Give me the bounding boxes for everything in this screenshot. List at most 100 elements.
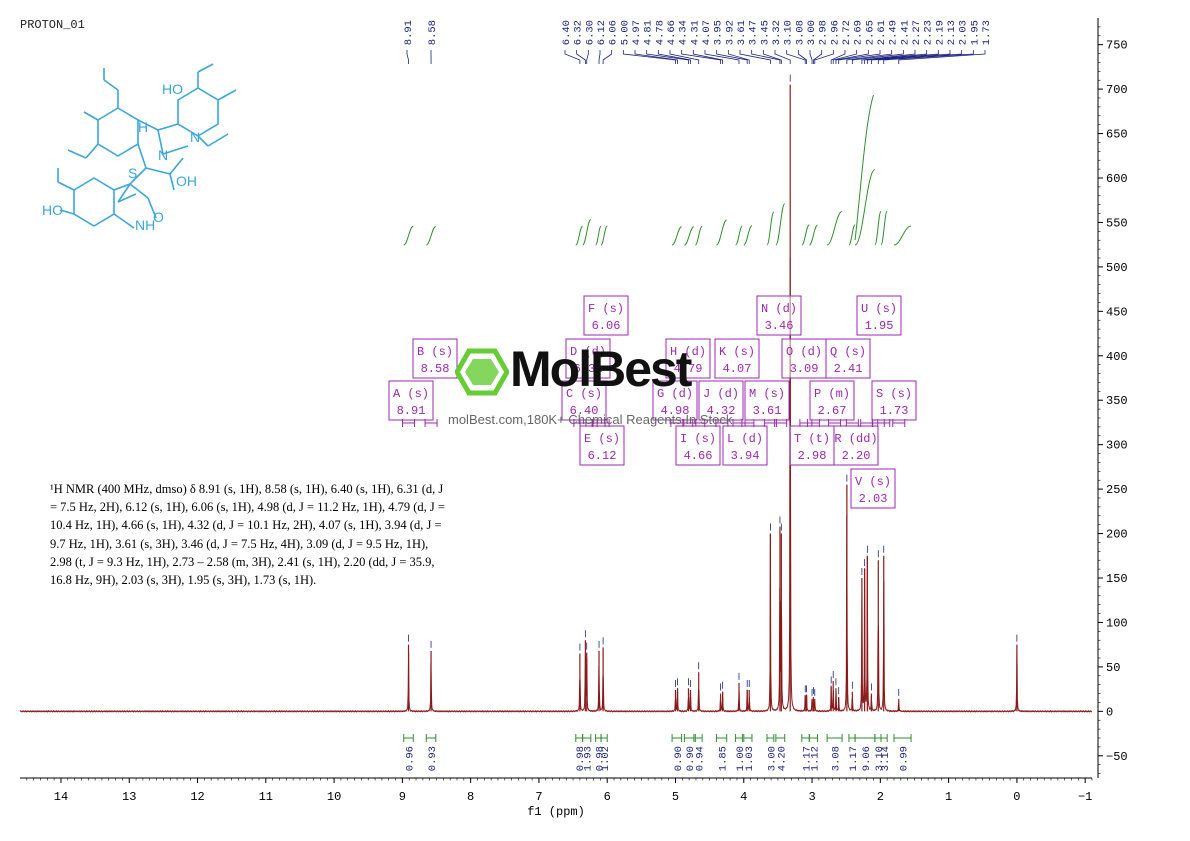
peak-label-text: 6.30 <box>584 20 596 45</box>
x-tick-label: 9 <box>399 790 406 804</box>
peak-label-text: 2.61 <box>876 20 888 45</box>
peak-label: 8.58 <box>427 20 439 64</box>
peak-label-text: 2.13 <box>946 20 958 45</box>
multiplet-box: O (d) 3.09 <box>781 338 827 427</box>
multiplet-shift: 1.73 <box>880 404 909 418</box>
mol-label: OH <box>176 173 197 189</box>
integral-value: 1.12 <box>809 746 821 771</box>
mol-label: H <box>138 119 148 135</box>
mol-label: N <box>158 147 168 163</box>
integral-value: 1.93 <box>583 746 595 771</box>
integral-bar: 0.94 <box>695 734 707 771</box>
peak-label-connector <box>602 50 613 64</box>
peak-label-text: 1.73 <box>981 20 993 45</box>
integral-value: 0.90 <box>673 746 685 771</box>
multiplet-id: B (s) <box>417 345 453 359</box>
integral-curve <box>874 210 882 246</box>
peak-label-connector <box>797 50 807 64</box>
peak-label: 4.07 <box>701 20 740 64</box>
spectrum-line <box>19 257 1093 713</box>
peak-label-text: 2.69 <box>853 20 865 45</box>
x-tick-label: 5 <box>672 790 679 804</box>
molecule-structure: HO N N S OH HO NH O H <box>42 63 237 233</box>
multiplet-shift: 2.41 <box>834 362 863 376</box>
multiplet-id: N (d) <box>761 302 797 316</box>
multiplet-box-frame <box>698 380 744 421</box>
y-tick-label: 500 <box>1106 261 1128 275</box>
integral-curve <box>854 94 874 241</box>
integral-value: 1.03 <box>744 746 756 771</box>
x-tick-label: −1 <box>1078 790 1092 804</box>
peak-label: 2.03 <box>877 20 970 64</box>
x-tick-label: 12 <box>190 790 204 804</box>
nmr-description: ¹H NMR (400 MHz, dmso) δ 8.91 (s, 1H), 8… <box>50 482 445 588</box>
peak-label: 2.27 <box>861 20 923 64</box>
peak-label-connector <box>809 50 813 64</box>
peak-label: 4.34 <box>678 20 721 64</box>
peak-label-text: 2.41 <box>899 20 911 45</box>
peak-label-text: 1.95 <box>969 20 981 45</box>
multiplet-shift: 2.67 <box>818 404 847 418</box>
integral-curve <box>880 210 888 246</box>
multiplet-shift: 4.32 <box>707 404 736 418</box>
y-tick-label: −50 <box>1106 750 1128 764</box>
spectrum-trace <box>19 74 1093 713</box>
x-tick-label: 14 <box>54 790 68 804</box>
peak-label: 1.73 <box>898 20 993 64</box>
multiplet-box-frame <box>756 295 802 336</box>
multiplet-id: T (t) <box>794 432 830 446</box>
peak-label: 4.66 <box>666 20 700 64</box>
peak-label-text: 2.19 <box>934 20 946 45</box>
integral-curves <box>403 94 912 246</box>
integral-value: 4.20 <box>776 746 788 771</box>
multiplet-box: V (s) 2.03 <box>850 419 896 509</box>
watermark-brand: MolBest <box>510 341 692 397</box>
y-tick-label: 450 <box>1106 305 1128 319</box>
multiplet-box-frame <box>722 425 768 466</box>
x-tick-label: 7 <box>535 790 542 804</box>
y-tick-label: 100 <box>1106 616 1128 630</box>
peak-label-text: 3.45 <box>759 20 771 45</box>
peak-label-text: 4.31 <box>689 20 701 45</box>
peak-label-text: 4.97 <box>631 20 643 45</box>
multiplet-shift: 2.20 <box>842 449 871 463</box>
multiplet-shift: 3.09 <box>790 362 819 376</box>
multiplet-shift: 2.98 <box>798 449 827 463</box>
peak-label-connector <box>762 50 782 64</box>
integral-curve <box>735 225 743 246</box>
peak-label: 2.19 <box>866 20 946 64</box>
multiplet-box-frame <box>825 338 871 379</box>
integral-bar: 0.90 <box>671 734 685 771</box>
peak-label: 3.95 <box>713 20 748 64</box>
multiplet-shift: 1.95 <box>865 319 894 333</box>
multiplet-box: I (s) 4.66 <box>675 419 721 466</box>
peak-label-connector <box>838 50 881 64</box>
multiplet-box: P (m) 2.67 <box>809 380 855 427</box>
integral-curve <box>766 211 775 246</box>
peak-label-text: 6.12 <box>596 20 608 45</box>
peak-label-connector <box>646 50 689 64</box>
multiplet-box-frame <box>412 338 458 379</box>
peak-label-text: 2.23 <box>923 20 935 45</box>
multiplet-box: B (s) 8.58 <box>412 338 458 427</box>
multiplet-box: N (d) 3.46 <box>756 295 802 427</box>
x-tick-label: 0 <box>1013 790 1020 804</box>
multiplet-box: M (s) 3.61 <box>744 380 790 427</box>
peak-label: 6.06 <box>602 20 620 64</box>
integral-value: 0.94 <box>695 746 707 771</box>
multiplet-box-frame <box>652 380 698 421</box>
peak-label-connector <box>813 50 823 64</box>
peak-label-text: 3.95 <box>713 20 725 45</box>
integral-value: 9.06 <box>861 746 873 771</box>
integral-curve <box>595 225 602 246</box>
peak-label-text: 2.65 <box>864 20 876 45</box>
integral-bar: 0.99 <box>893 734 912 771</box>
multiplet-box-frame <box>714 338 760 379</box>
multiplet-id: D (d) <box>570 345 606 359</box>
multiplet-id: S (s) <box>876 387 912 401</box>
integral-curve <box>671 226 682 246</box>
integral-value: 0.93 <box>427 746 439 771</box>
peak-label-connector <box>835 50 869 64</box>
multiplet-shift: 2.03 <box>859 492 888 506</box>
integral-curve <box>743 225 753 246</box>
